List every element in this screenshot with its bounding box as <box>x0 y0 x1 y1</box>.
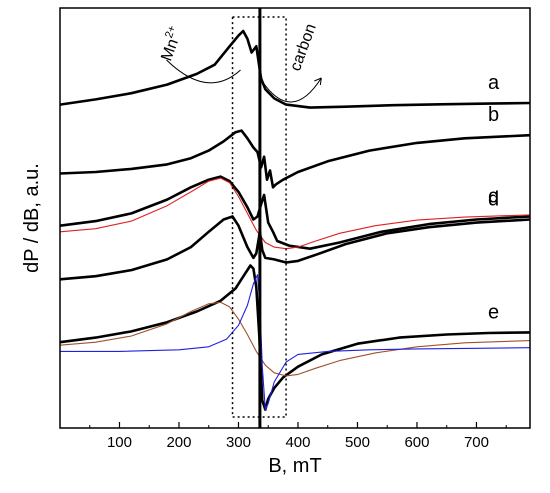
series-label-e: e <box>488 301 499 323</box>
series-line-d <box>59 215 531 281</box>
series-labels: ab cd e <box>488 72 500 323</box>
series-label-a: a <box>488 72 500 94</box>
y-axis-title: dP / dB, a.u. <box>21 163 43 273</box>
series-line-c <box>59 175 531 250</box>
series-label-c: c <box>488 185 498 207</box>
x-tick-label: 700 <box>464 434 489 451</box>
x-tick-label: 600 <box>404 434 429 451</box>
overlay-group: Mn2+ carbon <box>155 8 322 428</box>
x-ticks: 100 200 300 400 500 600 700 <box>89 422 507 451</box>
series-label-b: b <box>488 104 499 126</box>
series-group <box>59 29 531 411</box>
annotation-arrow-mn <box>166 59 241 84</box>
arrowhead-carbon <box>314 77 322 86</box>
series-line-a <box>59 29 531 109</box>
plot-frame <box>59 7 531 429</box>
x-tick-label: 500 <box>345 434 370 451</box>
x-tick-label: 200 <box>166 434 191 451</box>
annotation-mn: Mn2+ <box>155 24 186 64</box>
series-label-d: d <box>488 189 499 211</box>
x-tick-label: 300 <box>226 434 251 451</box>
series-line-e-broad <box>59 301 531 377</box>
x-tick-label: 400 <box>285 434 310 451</box>
x-tick-label: 100 <box>107 434 132 451</box>
annotation-carbon: carbon <box>287 22 320 74</box>
annotation-arrow-carbon <box>260 77 322 103</box>
series-line-e-narrow <box>60 274 531 411</box>
series-line-b <box>59 129 531 189</box>
series-line-c-fit <box>59 177 531 250</box>
series-line-e <box>59 264 531 411</box>
x-axis-title: B, mT <box>268 455 321 477</box>
